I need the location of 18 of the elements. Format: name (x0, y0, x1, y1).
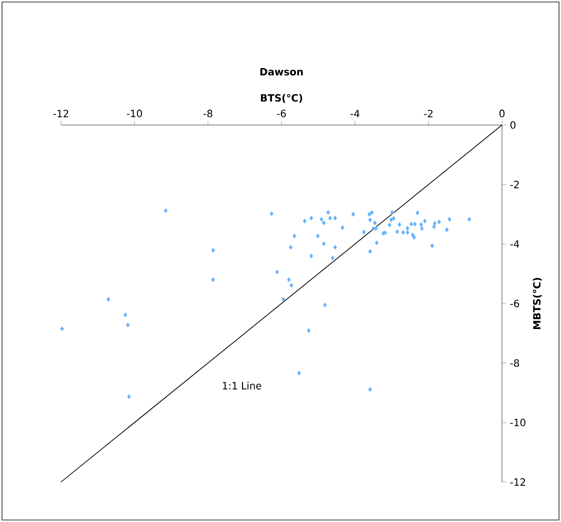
x-tick-label: -10 (126, 110, 142, 118)
x-tick-label: -4 (350, 110, 360, 118)
y-tick-label: 0 (510, 121, 516, 129)
chart-title: Dawson (260, 68, 303, 76)
y-tick-label: -10 (510, 418, 526, 426)
x-tick-label: -8 (204, 110, 212, 118)
y-tick-label: -2 (510, 180, 519, 188)
y-tick-label: -8 (510, 359, 520, 367)
x-axis-title: BTS(°C) (260, 94, 302, 103)
y-tick-label: -6 (510, 300, 520, 308)
annotation: 1:1 Line (222, 382, 262, 390)
y-tick-label: -4 (510, 240, 520, 248)
x-tick-label: 0 (499, 110, 505, 118)
y-tick-label: -12 (510, 478, 526, 486)
y-axis-title: MBTS(°C) (532, 278, 542, 330)
x-tick-label: -12 (53, 110, 68, 118)
x-tick-label: -6 (277, 110, 286, 118)
x-tick-label: -2 (424, 110, 432, 118)
